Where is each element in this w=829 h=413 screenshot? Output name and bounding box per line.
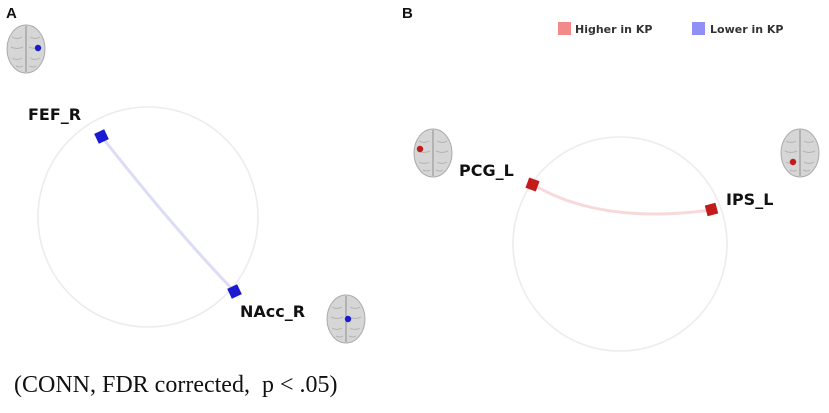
brain-icon-nacc [326, 294, 366, 344]
figure-caption: (CONN, FDR corrected, p < .05) [14, 372, 338, 398]
connectome-ring-b [512, 136, 728, 352]
node-label-ips-l: IPS_L [726, 190, 773, 209]
legend-swatch-higher [558, 22, 571, 35]
node-label-pcg-l: PCG_L [459, 161, 514, 180]
node-label-fef-r: FEF_R [28, 105, 81, 124]
legend-label-lower: Lower in KP [710, 23, 783, 36]
region-dot-pcg [416, 145, 424, 153]
region-dot-fef [34, 44, 42, 52]
connection-pcg-ips [531, 182, 712, 216]
connection-fef-nacc [100, 136, 237, 294]
node-pcg-l [525, 177, 540, 192]
node-fef-r [94, 129, 109, 144]
node-nacc-r [227, 284, 242, 299]
brain-icon-pcg [413, 128, 453, 178]
region-dot-nacc [344, 315, 352, 323]
node-label-nacc-r: NAcc_R [240, 302, 305, 321]
panel-a-letter: A [6, 5, 17, 22]
legend-swatch-lower [692, 22, 705, 35]
connectome-ring-a [37, 106, 259, 328]
legend: Higher in KP Lower in KP [558, 22, 783, 36]
region-dot-ips [789, 158, 797, 166]
brain-icon-ips [780, 128, 820, 178]
brain-icon-fef [6, 24, 46, 74]
node-ips-l [704, 202, 719, 217]
legend-label-higher: Higher in KP [575, 23, 652, 36]
panel-b-letter: B [402, 5, 413, 22]
